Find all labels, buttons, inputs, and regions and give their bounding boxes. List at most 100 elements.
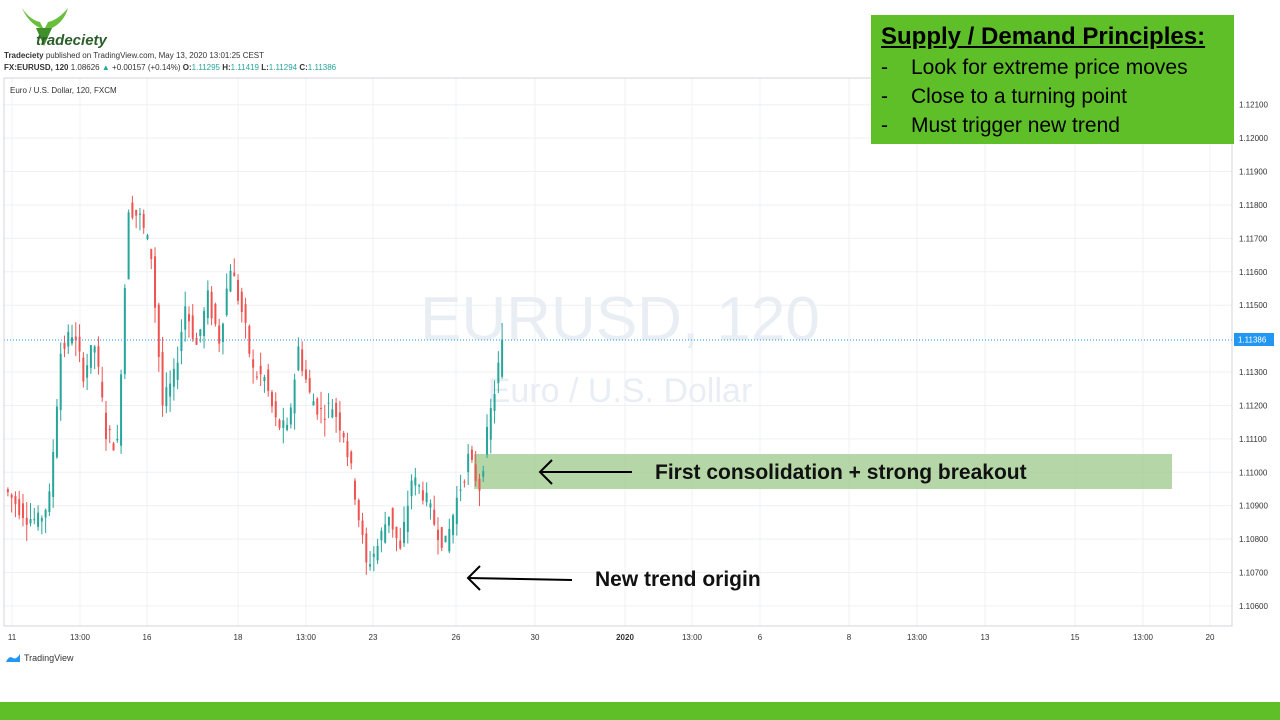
candle-body bbox=[429, 503, 432, 508]
candle-body bbox=[55, 406, 58, 458]
candle-body bbox=[410, 480, 413, 497]
candle-body bbox=[357, 500, 360, 521]
candle-body bbox=[89, 345, 92, 368]
candle-body bbox=[444, 535, 447, 543]
candle-body bbox=[206, 290, 209, 319]
candle-body bbox=[346, 441, 349, 458]
candle-body bbox=[353, 480, 356, 500]
candle-body bbox=[323, 418, 326, 420]
candle-body bbox=[361, 520, 364, 535]
candle-body bbox=[221, 323, 224, 343]
candle-body bbox=[157, 304, 160, 357]
candle-body bbox=[176, 362, 179, 380]
x-tick-label: 30 bbox=[531, 633, 540, 642]
close-value: 1.11386 bbox=[307, 63, 337, 72]
candle-body bbox=[237, 279, 240, 301]
open-value: 1.11295 bbox=[191, 63, 220, 72]
candle-body bbox=[229, 270, 232, 292]
tradingview-icon bbox=[6, 654, 20, 662]
candle-body bbox=[6, 489, 9, 493]
y-tick-label: 1.11600 bbox=[1239, 268, 1268, 277]
principles-title: Supply / Demand Principles: bbox=[881, 23, 1206, 50]
candle-body bbox=[365, 533, 368, 563]
candle-body bbox=[308, 378, 311, 393]
candle-body bbox=[74, 336, 77, 340]
candle-body bbox=[342, 433, 345, 438]
candle-body bbox=[421, 490, 424, 501]
candle-body bbox=[335, 402, 338, 417]
price-chart[interactable]: EURUSD, 120 Euro / U.S. Dollar Euro / U.… bbox=[0, 0, 1280, 700]
y-tick-label: 1.11500 bbox=[1239, 301, 1268, 310]
candle-body bbox=[391, 507, 394, 530]
candle-body bbox=[486, 426, 489, 455]
x-tick-label: 13:00 bbox=[682, 633, 703, 642]
candle-body bbox=[501, 339, 504, 377]
x-tick-label: 20 bbox=[1206, 633, 1215, 642]
candle-body bbox=[478, 478, 481, 491]
y-tick-label: 1.12100 bbox=[1239, 101, 1268, 110]
candle-body bbox=[467, 453, 470, 473]
candle-body bbox=[191, 315, 194, 339]
last-price: 1.08626 bbox=[70, 63, 100, 72]
candle-body bbox=[301, 349, 304, 372]
candle-body bbox=[482, 471, 485, 477]
principle-item: - Look for extreme price moves bbox=[881, 56, 1188, 79]
x-tick-label: 13:00 bbox=[907, 633, 928, 642]
candle-body bbox=[248, 325, 251, 354]
candle-body bbox=[403, 521, 406, 544]
candle-body bbox=[274, 401, 277, 418]
candle-body bbox=[218, 325, 221, 344]
price-change: +0.00157 (+0.14%) bbox=[112, 63, 181, 72]
candle-body bbox=[21, 503, 24, 519]
x-tick-label: 13 bbox=[981, 633, 990, 642]
candle-body bbox=[286, 424, 289, 430]
candle-body bbox=[108, 428, 111, 430]
symbol-label: FX:EURUSD, 120 bbox=[4, 63, 69, 72]
candle-body bbox=[470, 449, 473, 460]
tradingview-brand[interactable]: TradingView bbox=[5, 653, 74, 663]
candle-body bbox=[463, 481, 466, 483]
candle-body bbox=[33, 519, 36, 521]
candle-body bbox=[414, 477, 417, 486]
candle-body bbox=[255, 376, 258, 378]
x-tick-label: 26 bbox=[452, 633, 461, 642]
tradeciety-logo bbox=[22, 8, 68, 46]
candle-body bbox=[199, 329, 202, 337]
watermark-symbol: EURUSD, 120 bbox=[420, 285, 820, 354]
candle-body bbox=[18, 499, 21, 516]
candle-body bbox=[399, 540, 402, 549]
publisher-name: Tradeciety bbox=[4, 51, 44, 60]
candle-body bbox=[40, 518, 43, 522]
candle-body bbox=[418, 485, 421, 487]
x-tick-label: 18 bbox=[234, 633, 243, 642]
y-tick-label: 1.11800 bbox=[1239, 201, 1268, 210]
candle-body bbox=[93, 346, 96, 353]
candle-body bbox=[112, 443, 115, 451]
quote-line: FX:EURUSD, 120 1.08626 ▲ +0.00157 (+0.14… bbox=[4, 63, 337, 72]
candle-body bbox=[25, 517, 28, 525]
candle-body bbox=[67, 331, 70, 347]
candle-body bbox=[240, 291, 243, 313]
candle-body bbox=[86, 365, 89, 378]
y-tick-label: 1.11900 bbox=[1239, 168, 1268, 177]
candle-body bbox=[135, 209, 138, 216]
candle-body bbox=[252, 359, 255, 368]
candle-body bbox=[97, 346, 100, 367]
candle-body bbox=[493, 393, 496, 411]
candle-body bbox=[29, 519, 32, 524]
candle-body bbox=[304, 369, 307, 380]
price-label-box bbox=[1234, 333, 1274, 346]
candle-body bbox=[448, 528, 451, 552]
candle-body bbox=[37, 512, 40, 527]
y-tick-label: 1.11300 bbox=[1239, 368, 1268, 377]
candle-body bbox=[452, 515, 455, 536]
candle-body bbox=[131, 202, 134, 218]
candle-body bbox=[474, 464, 477, 481]
candle-body bbox=[187, 314, 190, 322]
candle-body bbox=[263, 377, 266, 381]
consolidation-label: First consolidation + strong breakout bbox=[655, 461, 1027, 484]
candle-body bbox=[327, 402, 330, 404]
candle-body bbox=[380, 530, 383, 541]
candle-body bbox=[440, 527, 443, 548]
candle-body bbox=[14, 496, 17, 505]
